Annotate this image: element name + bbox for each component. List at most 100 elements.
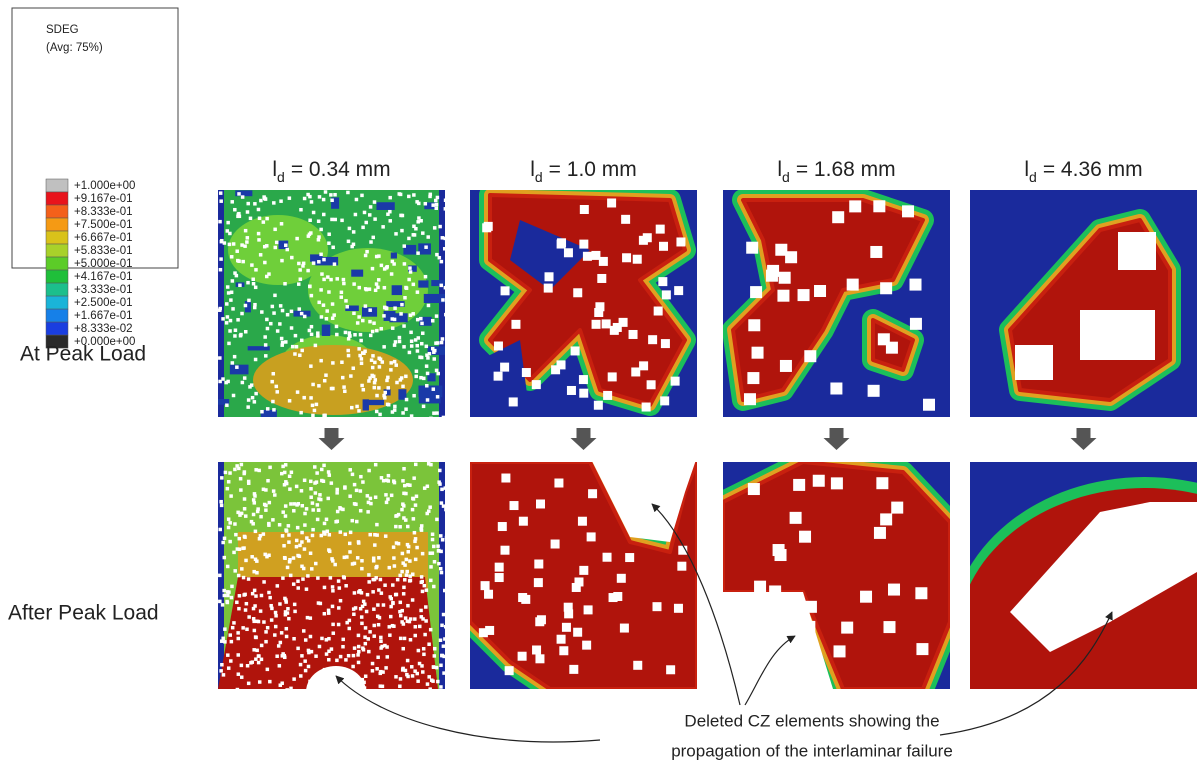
deleted-element	[228, 521, 232, 525]
deleted-element	[427, 304, 431, 308]
legend-label: +4.167e-01	[74, 271, 133, 283]
deleted-element	[277, 644, 281, 648]
deleted-element	[418, 625, 422, 629]
deleted-element	[386, 212, 390, 216]
deleted-element	[243, 497, 247, 501]
deleted-element	[343, 390, 347, 394]
deleted-element	[437, 549, 441, 553]
deleted-element	[372, 607, 376, 611]
deleted-element	[272, 311, 276, 315]
deleted-element	[407, 237, 411, 241]
deleted-element	[567, 386, 576, 395]
deleted-element	[444, 198, 448, 202]
deleted-element	[221, 541, 225, 545]
deleted-element	[282, 544, 286, 548]
deleted-element	[254, 558, 258, 562]
deleted-element	[379, 636, 383, 640]
deleted-element	[253, 629, 257, 633]
deleted-element	[218, 356, 222, 360]
deleted-element	[229, 298, 233, 302]
deleted-element	[379, 640, 383, 644]
deleted-element	[367, 580, 371, 584]
deleted-element	[219, 257, 223, 261]
deleted-element	[384, 493, 388, 497]
deleted-element	[353, 646, 357, 650]
deleted-element	[654, 307, 663, 316]
deleted-element	[313, 465, 317, 469]
deleted-element	[320, 315, 324, 319]
deleted-element	[406, 604, 410, 608]
deleted-element	[388, 633, 392, 637]
deleted-element	[300, 540, 304, 544]
deleted-element	[537, 615, 546, 624]
deleted-element	[389, 615, 393, 619]
deleted-element	[396, 578, 400, 582]
deleted-element	[327, 241, 331, 245]
deleted-element	[267, 523, 271, 527]
deleted-element	[747, 372, 759, 384]
deleted-element	[303, 523, 307, 527]
deleted-element	[915, 587, 927, 599]
deleted-element	[874, 527, 886, 539]
deleted-element	[414, 338, 418, 342]
deleted-element	[360, 384, 364, 388]
deleted-element	[331, 246, 335, 250]
deleted-element	[220, 639, 224, 643]
deleted-element	[238, 537, 242, 541]
deleted-element	[254, 636, 258, 640]
deleted-element	[221, 377, 225, 381]
deleted-element	[288, 475, 292, 479]
deleted-element	[769, 585, 781, 597]
deleted-element	[441, 538, 445, 542]
deleted-element	[307, 649, 311, 653]
deleted-element	[352, 612, 356, 616]
deleted-element	[281, 576, 285, 580]
deleted-element	[393, 360, 397, 364]
deleted-element	[243, 507, 247, 511]
deleted-element	[440, 624, 444, 628]
deleted-element	[440, 341, 444, 345]
deleted-element	[300, 565, 304, 569]
deleted-element	[374, 378, 378, 382]
deleted-element	[609, 593, 618, 602]
deleted-element	[263, 335, 267, 339]
deleted-element	[380, 645, 384, 649]
deleted-element	[888, 584, 900, 596]
deleted-element	[255, 649, 258, 653]
deleted-element	[228, 540, 232, 544]
deleted-element	[262, 580, 266, 584]
deleted-element	[227, 517, 231, 521]
deleted-element	[322, 303, 326, 307]
deleted-element	[319, 602, 323, 606]
deleted-element	[390, 494, 394, 498]
deleted-element	[420, 322, 424, 326]
deleted-element	[272, 201, 276, 205]
deleted-element	[343, 556, 347, 560]
deleted-element	[226, 594, 230, 598]
deleted-element	[319, 228, 323, 232]
deleted-element	[259, 199, 263, 203]
deleted-element	[676, 237, 685, 246]
deleted-element	[330, 481, 334, 485]
deleted-element	[369, 497, 373, 501]
deleted-element	[347, 337, 351, 341]
deleted-element	[394, 363, 398, 367]
deleted-element	[374, 463, 378, 467]
deleted-element	[296, 526, 300, 530]
deleted-element	[377, 556, 381, 560]
deleted-element	[308, 219, 312, 223]
deleted-element	[223, 594, 227, 598]
deleted-element	[832, 211, 844, 223]
deleted-element	[370, 358, 374, 362]
deleted-element	[401, 502, 405, 506]
deleted-element	[231, 307, 235, 311]
deleted-element	[435, 314, 439, 318]
deleted-element	[393, 564, 397, 568]
deleted-element	[291, 345, 295, 349]
deleted-element	[303, 512, 307, 516]
deleted-element	[338, 586, 342, 590]
deleted-element	[316, 518, 320, 522]
deleted-element	[300, 349, 304, 353]
deleted-element	[439, 534, 443, 538]
deleted-element	[223, 241, 227, 245]
